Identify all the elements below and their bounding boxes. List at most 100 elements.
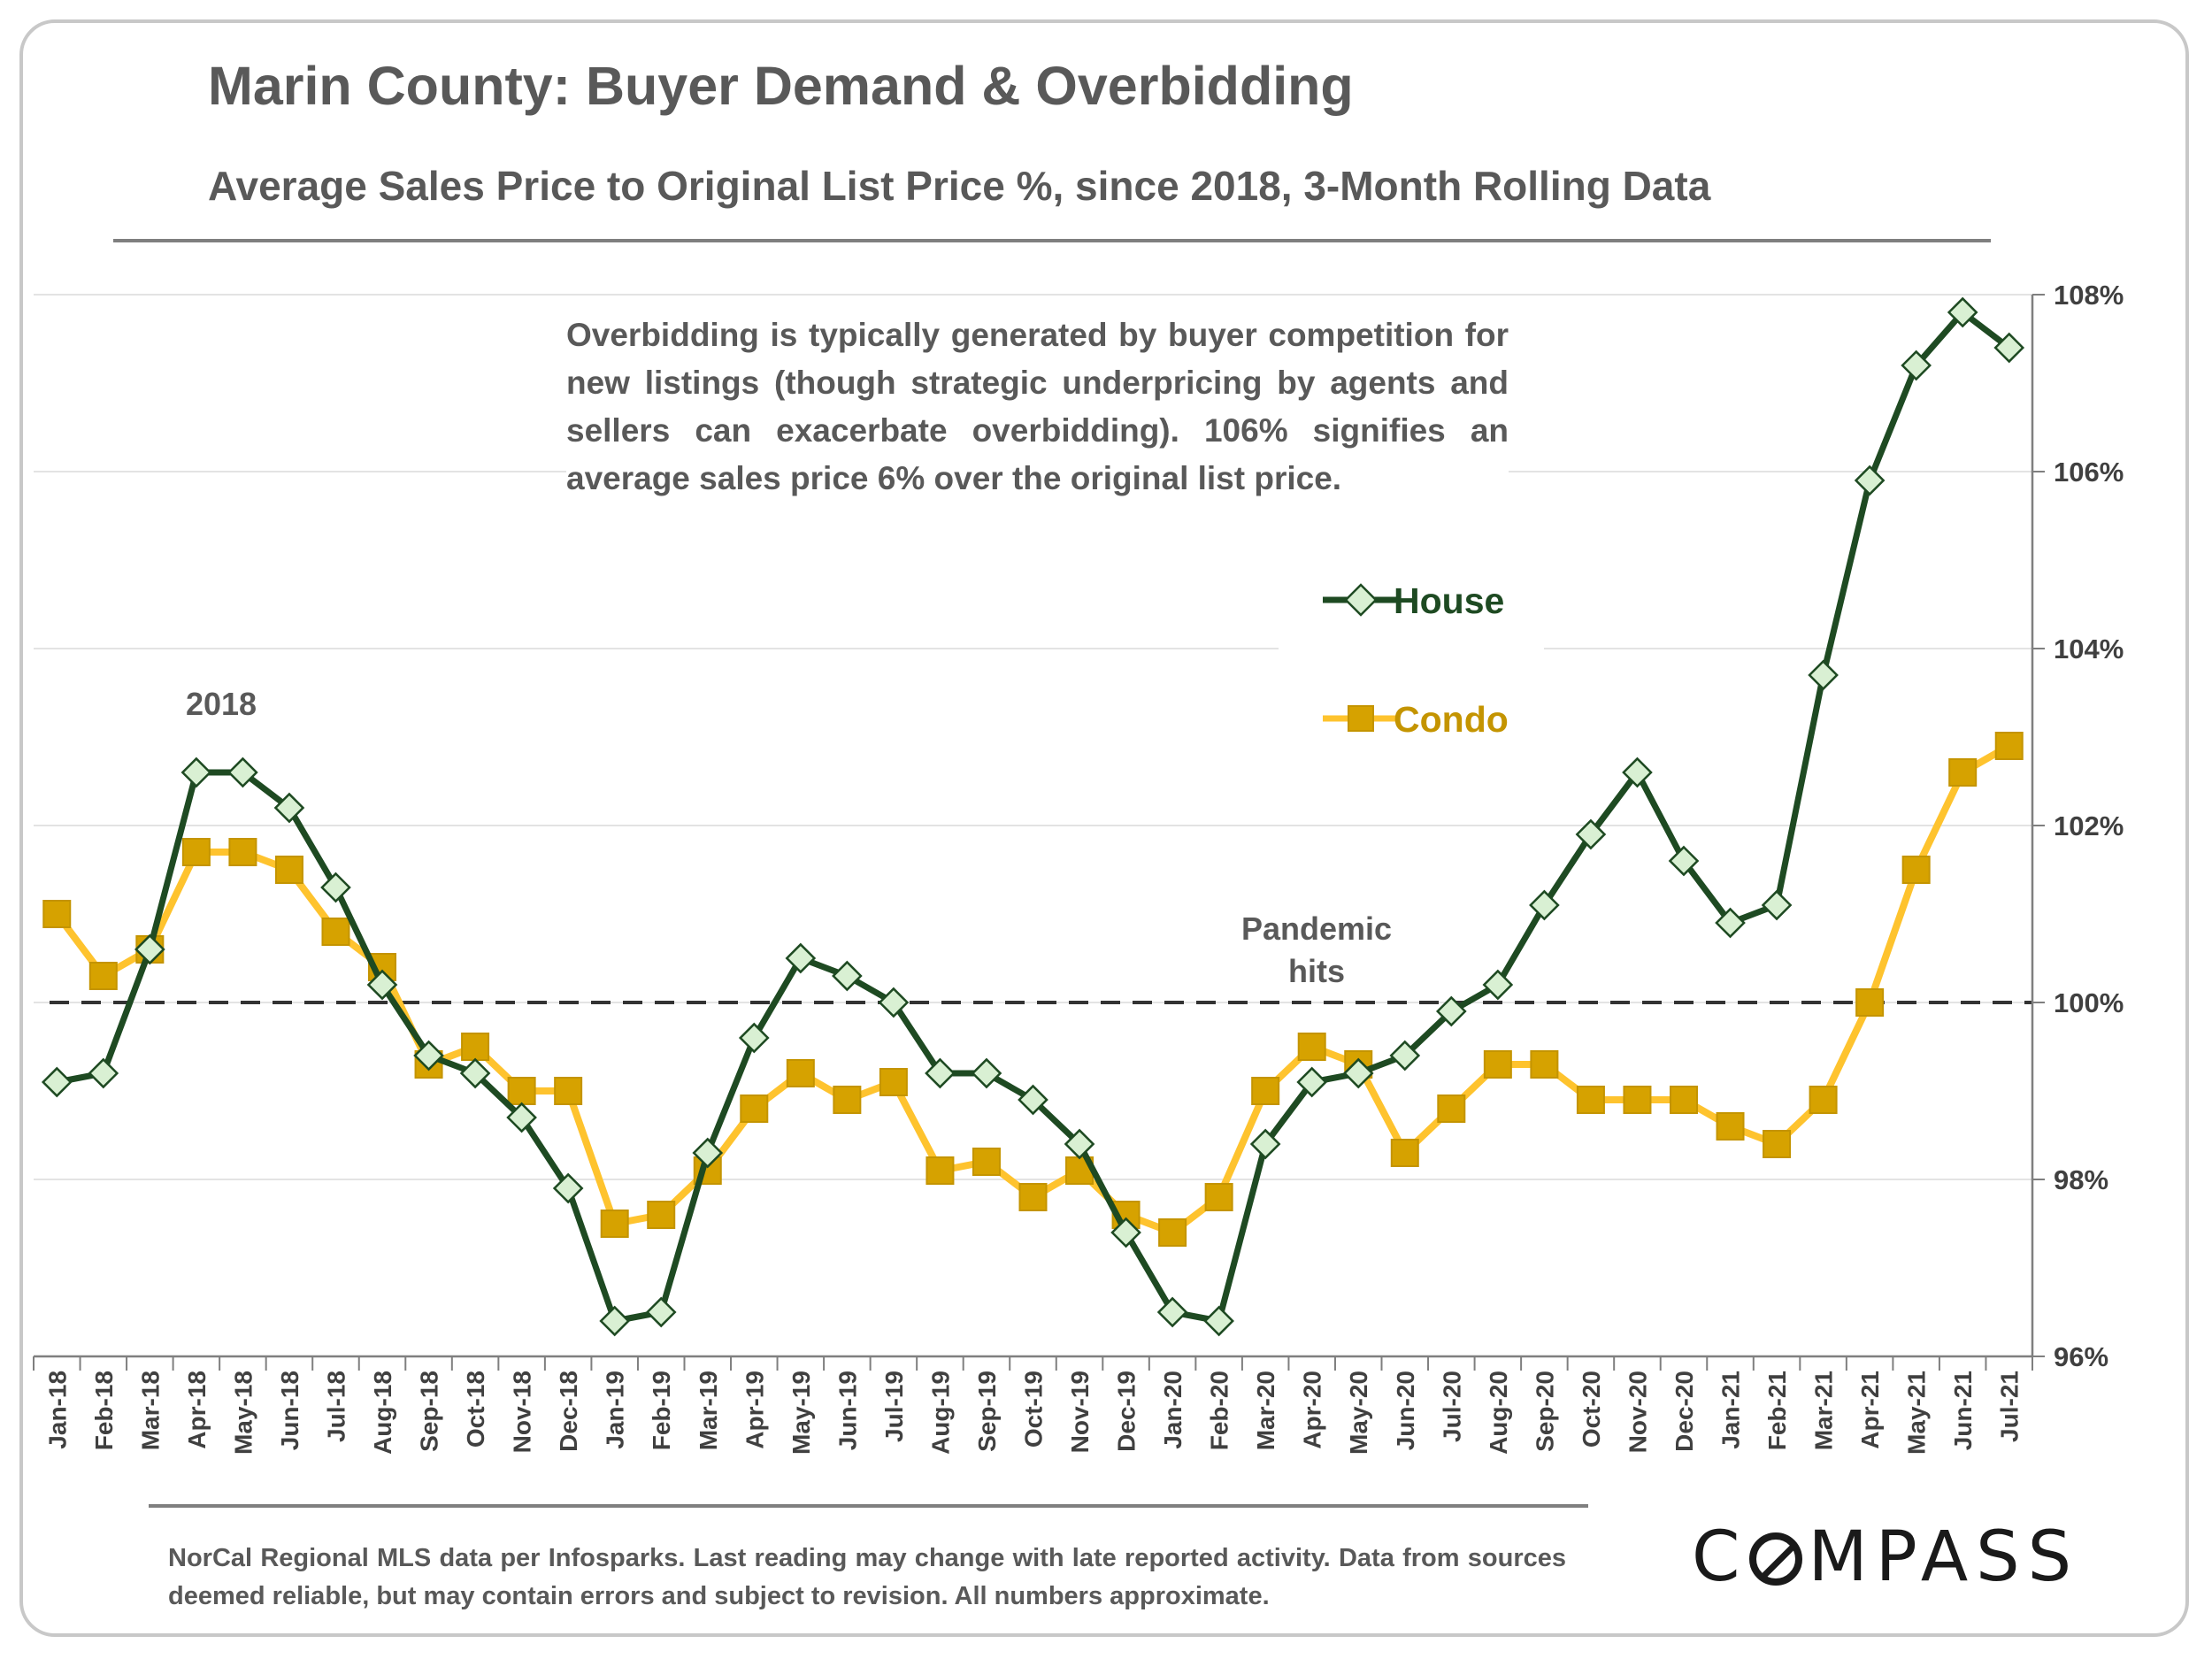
house-point-Feb-20 [1203, 1305, 1234, 1337]
house-point-Apr-20 [1296, 1066, 1328, 1098]
condo-point-Dec-20 [1669, 1086, 1698, 1114]
x-tick-label-Apr-18: Apr-18 [183, 1371, 211, 1449]
x-tick-label-Aug-20: Aug-20 [1485, 1371, 1512, 1455]
pandemic-label-line2: hits [1288, 953, 1345, 989]
overbidding-annotation: Overbidding is typically generated by bu… [566, 311, 1509, 503]
compass-ring-icon [1749, 1532, 1803, 1586]
house-point-Aug-18 [366, 969, 398, 1001]
legend-graphic: House Condo [1323, 580, 1509, 740]
chart-subtitle: Average Sales Price to Original List Pri… [208, 163, 1711, 209]
house-point-Aug-19 [925, 1057, 956, 1089]
condo-point-Jan-18 [42, 900, 72, 928]
house-point-Jul-18 [320, 872, 351, 903]
condo-point-Jun-20 [1390, 1139, 1419, 1167]
x-tick-label-Jun-20: Jun-20 [1392, 1371, 1419, 1450]
x-tick-label-May-19: May-19 [787, 1371, 815, 1455]
house-point-Nov-20 [1622, 757, 1653, 788]
condo-point-Feb-21 [1763, 1130, 1792, 1158]
y-tick-label-98: 98% [2054, 1164, 2108, 1195]
x-tick-label-Oct-20: Oct-20 [1578, 1371, 1605, 1448]
x-tick-label-Jul-19: Jul-19 [880, 1371, 908, 1442]
compass-logo: C MPASS [1692, 1517, 2079, 1597]
condo-point-May-18 [228, 838, 257, 866]
x-tick-label-Jan-21: Jan-21 [1717, 1371, 1745, 1449]
x-tick-label-Apr-19: Apr-19 [741, 1371, 768, 1449]
legend-condo-label: Condo [1394, 699, 1509, 740]
footer-divider [149, 1504, 1588, 1508]
x-tick-label-Jun-18: Jun-18 [276, 1371, 303, 1450]
y-tick-label-108: 108% [2054, 280, 2124, 311]
logo-text-start: C [1692, 1517, 1748, 1597]
condo-point-Jul-21 [1994, 732, 2024, 760]
legend-condo-marker [1348, 705, 1374, 732]
condo-point-Jul-19 [879, 1068, 908, 1096]
y-tick-label-100: 100% [2054, 987, 2124, 1018]
y-tick-label-102: 102% [2054, 810, 2124, 841]
y-tick-label-106: 106% [2054, 457, 2124, 488]
house-point-Oct-18 [459, 1057, 491, 1089]
x-tick-label-Mar-21: Mar-21 [1810, 1371, 1838, 1450]
condo-point-Nov-20 [1623, 1086, 1652, 1114]
x-tick-label-Jul-21: Jul-21 [1996, 1371, 2024, 1442]
house-point-Jan-20 [1156, 1296, 1188, 1328]
house-point-Dec-19 [1110, 1217, 1141, 1248]
house-point-Nov-19 [1064, 1128, 1095, 1160]
house-point-Jul-21 [1993, 332, 2025, 364]
house-point-May-18 [227, 757, 258, 788]
house-point-Dec-20 [1668, 845, 1700, 877]
house-point-Jun-19 [832, 960, 863, 992]
condo-point-Jun-18 [274, 856, 303, 884]
legend-house-label: House [1394, 580, 1504, 621]
x-tick-label-Jan-20: Jan-20 [1159, 1371, 1187, 1449]
x-tick-label-Nov-20: Nov-20 [1624, 1371, 1651, 1453]
x-tick-label-May-21: May-21 [1903, 1371, 1931, 1455]
condo-point-Mar-20 [1251, 1077, 1280, 1105]
condo-point-Sep-19 [972, 1148, 1001, 1176]
legend-house-marker [1344, 583, 1378, 617]
house-point-Jun-21 [1947, 296, 1978, 328]
x-tick-label-Feb-21: Feb-21 [1763, 1371, 1791, 1450]
condo-point-Apr-19 [740, 1094, 769, 1123]
x-tick-label-Nov-19: Nov-19 [1066, 1371, 1094, 1453]
condo-point-Jan-19 [600, 1210, 629, 1238]
house-point-Feb-18 [88, 1057, 119, 1089]
x-tick-label-Feb-20: Feb-20 [1206, 1371, 1233, 1450]
condo-point-Feb-19 [647, 1201, 676, 1229]
chart-legend: House Condo [1279, 566, 1544, 761]
house-point-May-20 [1342, 1057, 1374, 1089]
house-point-Jul-19 [878, 987, 910, 1018]
house-point-Jun-20 [1389, 1040, 1421, 1071]
x-tick-label-Mar-18: Mar-18 [136, 1371, 164, 1450]
house-point-Jan-21 [1715, 907, 1746, 939]
x-tick-label-Aug-18: Aug-18 [369, 1371, 396, 1455]
house-point-Nov-18 [506, 1102, 537, 1133]
condo-point-Feb-18 [88, 962, 118, 990]
x-tick-label-Sep-20: Sep-20 [1531, 1371, 1558, 1452]
series-layer [41, 296, 2025, 1337]
x-tick-label-Mar-20: Mar-20 [1252, 1371, 1279, 1450]
house-point-Sep-18 [413, 1040, 444, 1071]
x-tick-label-Dec-20: Dec-20 [1671, 1371, 1698, 1452]
series-condo [42, 732, 2024, 1247]
x-tick-label-Apr-21: Apr-21 [1856, 1371, 1884, 1449]
condo-point-Apr-18 [181, 838, 211, 866]
house-point-Dec-18 [552, 1172, 584, 1204]
x-tick-label-Jun-21: Jun-21 [1949, 1371, 1977, 1450]
condo-point-Aug-19 [926, 1156, 955, 1185]
x-tick-label-Oct-18: Oct-18 [462, 1371, 489, 1448]
house-point-Aug-20 [1482, 969, 1514, 1001]
house-point-Mar-21 [1808, 659, 1839, 691]
condo-point-Feb-20 [1204, 1183, 1233, 1211]
condo-point-Oct-19 [1018, 1183, 1048, 1211]
house-point-Feb-19 [645, 1296, 677, 1328]
x-tick-label-Nov-18: Nov-18 [509, 1371, 536, 1453]
y-tick-label-104: 104% [2054, 634, 2124, 664]
x-tick-label-May-20: May-20 [1345, 1371, 1372, 1455]
axis-layer: 96% 98% 100% 102% 104% 106% 108% Jan-18 Feb-18 Ma… [33, 280, 2124, 1455]
house-point-May-21 [1901, 349, 1932, 381]
condo-point-Jul-18 [321, 918, 350, 946]
x-tick-label-Jul-18: Jul-18 [322, 1371, 349, 1442]
x-tick-label-Sep-19: Sep-19 [973, 1371, 1001, 1452]
condo-point-Mar-21 [1809, 1086, 1838, 1114]
